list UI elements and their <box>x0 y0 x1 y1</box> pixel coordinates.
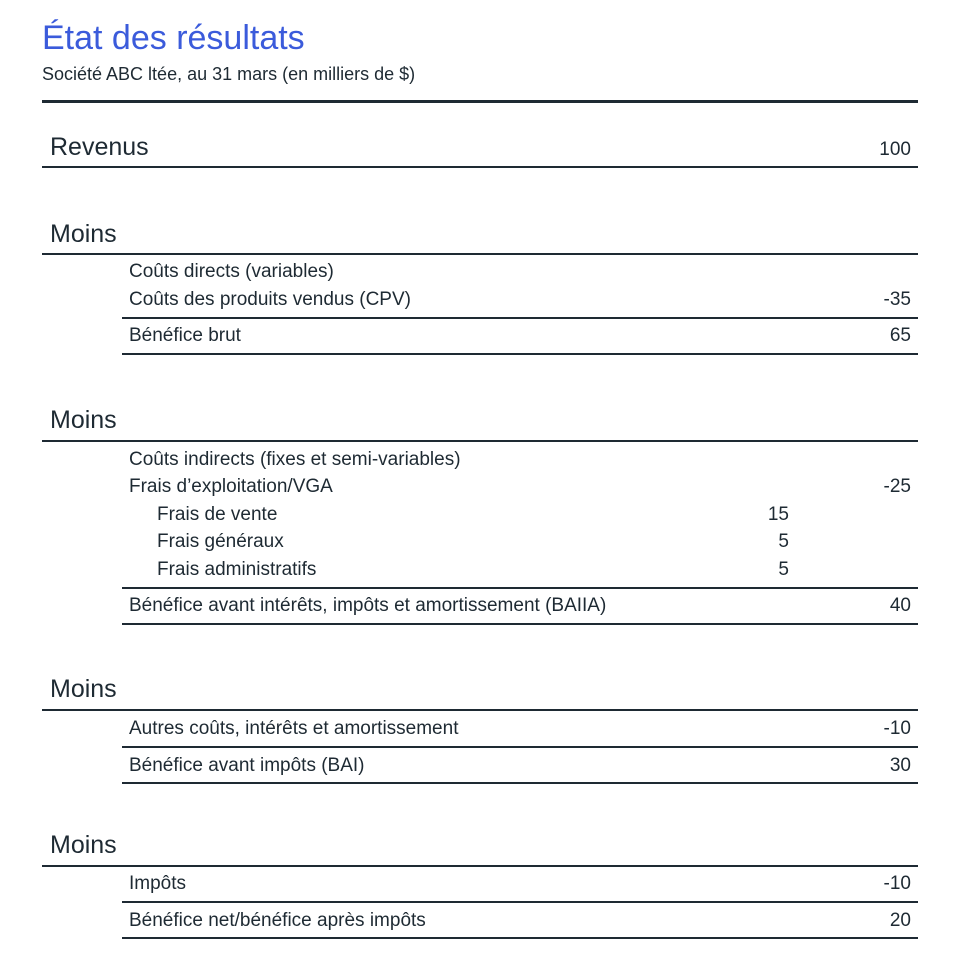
page-title: État des résultats <box>42 19 305 57</box>
sub-line-label: Frais de vente <box>157 504 278 525</box>
revenue-value: 100 <box>879 139 911 160</box>
category-label: Coûts indirects (fixes et semi-variables… <box>129 449 461 470</box>
line-value: -35 <box>883 289 911 310</box>
subtotal-value: 40 <box>889 595 911 616</box>
line-label: Frais d’exploitation/VGA <box>129 476 333 497</box>
divider <box>122 746 918 748</box>
subtotal-row: Bénéfice avant intérêts, impôts et amort… <box>129 594 911 618</box>
divider <box>122 587 918 589</box>
line-item: Autres coûts, intérêts et amortissement -… <box>129 717 911 741</box>
subtotal-label: Bénéfice brut <box>129 325 241 346</box>
sub-line-value: 5 <box>778 559 789 580</box>
revenue-label: Revenus <box>50 133 149 161</box>
divider <box>42 440 918 442</box>
divider <box>42 166 918 168</box>
line-item: Frais d’exploitation/VGA -25 <box>129 475 911 499</box>
subtotal-row: Bénéfice brut 65 <box>129 324 911 348</box>
sub-line-value: 5 <box>778 531 789 552</box>
line-value: -25 <box>883 476 911 497</box>
line-item: Impôts -10 <box>129 872 911 896</box>
sub-line-item: Frais administratifs 5 <box>157 558 911 582</box>
page-subtitle: Société ABC ltée, au 31 mars (en millier… <box>42 64 416 84</box>
subtotal-label: Bénéfice avant intérêts, impôts et amort… <box>129 595 607 616</box>
subtotal-value: 30 <box>889 755 911 776</box>
subtotal-label: Bénéfice avant impôts (BAI) <box>129 755 365 776</box>
line-value: -10 <box>883 873 911 894</box>
section-heading-less: Moins <box>50 220 117 248</box>
section-heading-less: Moins <box>50 675 117 703</box>
category-label: Coûts directs (variables) <box>129 261 334 282</box>
divider <box>122 623 918 625</box>
divider <box>42 865 918 867</box>
sub-line-item: Frais de vente 15 <box>157 503 911 527</box>
divider <box>122 353 918 355</box>
line-label: Coûts des produits vendus (CPV) <box>129 289 411 310</box>
line-label: Impôts <box>129 873 187 894</box>
divider <box>122 901 918 903</box>
subtotal-label: Bénéfice net/bénéfice après impôts <box>129 910 426 931</box>
divider <box>122 782 918 784</box>
sub-line-label: Frais généraux <box>157 531 284 552</box>
divider <box>42 253 918 255</box>
sub-line-label: Frais administratifs <box>157 559 317 580</box>
section-heading-less: Moins <box>50 831 117 859</box>
line-label: Autres coûts, intérêts et amortissement <box>129 718 459 739</box>
sub-line-value: 15 <box>767 504 789 525</box>
subtotal-row: Bénéfice net/bénéfice après impôts 20 <box>129 909 911 933</box>
sub-line-item: Frais généraux 5 <box>157 530 911 554</box>
section-heading-less: Moins <box>50 406 117 434</box>
subtotal-row: Bénéfice avant impôts (BAI) 30 <box>129 754 911 778</box>
line-value: -10 <box>883 718 911 739</box>
divider <box>122 317 918 319</box>
subtotal-value: 20 <box>889 910 911 931</box>
divider <box>122 937 918 939</box>
divider <box>42 100 918 103</box>
line-item: Coûts des produits vendus (CPV) -35 <box>129 288 911 312</box>
divider <box>42 709 918 711</box>
subtotal-value: 65 <box>889 325 911 346</box>
